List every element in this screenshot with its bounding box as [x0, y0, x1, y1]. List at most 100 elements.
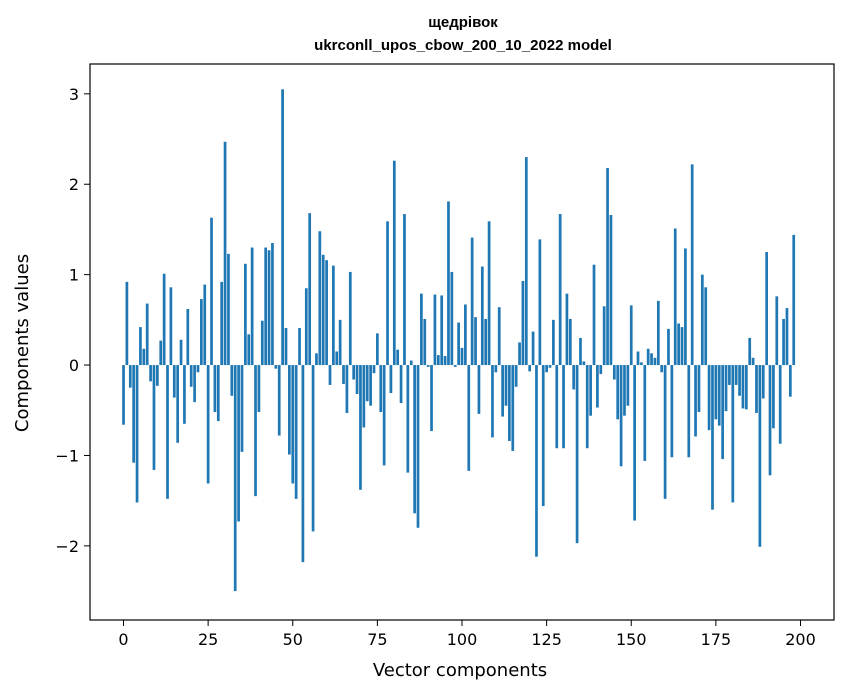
- x-tick-label: 25: [198, 630, 218, 649]
- bar-77: [382, 365, 386, 466]
- bar-188: [758, 365, 762, 547]
- x-tick-label: 200: [785, 630, 816, 649]
- bar-32: [230, 365, 234, 396]
- bar-70: [359, 365, 362, 490]
- bar-9: [152, 365, 156, 470]
- bar-163: [673, 228, 677, 366]
- bar-30: [223, 141, 227, 366]
- bar-18: [183, 365, 186, 424]
- bar-87: [416, 365, 420, 528]
- bars-group: [122, 89, 796, 592]
- bar-164: [677, 323, 680, 366]
- bar-69: [355, 365, 359, 394]
- bar-182: [738, 365, 741, 396]
- bar-102: [467, 365, 471, 471]
- bar-190: [765, 252, 768, 366]
- bar-27: [213, 365, 217, 413]
- bar-155: [646, 348, 650, 366]
- bar-139: [592, 264, 596, 366]
- bar-12: [162, 273, 166, 366]
- bar-17: [179, 339, 183, 366]
- bar-172: [704, 287, 708, 366]
- bar-115: [511, 365, 515, 451]
- bar-171: [700, 274, 704, 366]
- bar-196: [785, 308, 789, 366]
- bar-80: [392, 160, 396, 366]
- bar-5: [139, 327, 142, 366]
- bar-1: [125, 281, 129, 366]
- x-tick-label: 50: [283, 630, 303, 649]
- bar-184: [744, 365, 748, 410]
- bar-149: [626, 365, 630, 406]
- bar-138: [589, 365, 592, 416]
- bar-22: [196, 365, 200, 373]
- bar-191: [768, 365, 772, 476]
- bar-120: [528, 365, 532, 372]
- bar-57: [315, 353, 318, 366]
- bar-25: [206, 365, 210, 484]
- bar-76: [379, 365, 383, 413]
- bar-154: [643, 365, 647, 461]
- bar-95: [443, 356, 447, 366]
- bar-19: [186, 309, 190, 366]
- bar-72: [365, 365, 369, 402]
- x-tick-label: 175: [701, 630, 732, 649]
- bar-112: [501, 365, 504, 417]
- bar-170: [697, 365, 701, 413]
- bar-75: [376, 333, 379, 366]
- bar-176: [717, 365, 721, 426]
- bar-85: [409, 360, 413, 366]
- bar-20: [189, 365, 193, 387]
- bar-187: [755, 365, 758, 413]
- bar-56: [311, 365, 315, 532]
- bar-137: [585, 365, 589, 449]
- bar-48: [284, 327, 288, 366]
- bar-34: [237, 365, 240, 522]
- bar-93: [436, 355, 440, 366]
- bar-119: [524, 157, 528, 366]
- bar-89: [423, 318, 427, 366]
- bar-81: [396, 349, 400, 366]
- bar-177: [721, 365, 724, 460]
- x-axis: 0 25 50 75 100 125 150 175 200: [118, 620, 816, 649]
- bar-58: [318, 231, 322, 366]
- bar-118: [521, 280, 525, 366]
- bar-136: [582, 361, 586, 366]
- bar-67: [348, 271, 352, 366]
- bar-160: [663, 365, 667, 499]
- bar-65: [342, 365, 345, 385]
- bar-174: [711, 365, 714, 510]
- bar-180: [731, 365, 735, 503]
- x-tick-label: 100: [447, 630, 478, 649]
- bar-50: [291, 365, 295, 484]
- bar-179: [728, 365, 731, 385]
- bar-94: [440, 295, 444, 366]
- bar-173: [707, 365, 711, 431]
- bar-82: [399, 365, 403, 404]
- bar-79: [389, 365, 393, 394]
- bar-150: [629, 305, 633, 366]
- bar-161: [667, 328, 670, 366]
- bar-24: [203, 284, 207, 366]
- bar-197: [788, 365, 792, 397]
- bar-157: [653, 357, 657, 366]
- bar-64: [338, 319, 342, 366]
- bar-60: [325, 260, 328, 366]
- y-tick-label: 2: [69, 175, 79, 194]
- bar-45: [274, 365, 278, 369]
- bar-117: [518, 342, 521, 366]
- bar-195: [782, 318, 785, 366]
- bar-62: [332, 265, 335, 366]
- bar-41: [260, 320, 264, 366]
- bar-91: [430, 365, 433, 432]
- bar-14: [169, 287, 173, 366]
- bar-185: [748, 337, 752, 366]
- bar-189: [761, 365, 765, 399]
- bar-181: [734, 365, 738, 385]
- bar-141: [599, 365, 603, 375]
- bar-59: [321, 254, 325, 366]
- bar-122: [535, 365, 538, 557]
- bar-66: [345, 365, 349, 413]
- bar-146: [616, 365, 620, 420]
